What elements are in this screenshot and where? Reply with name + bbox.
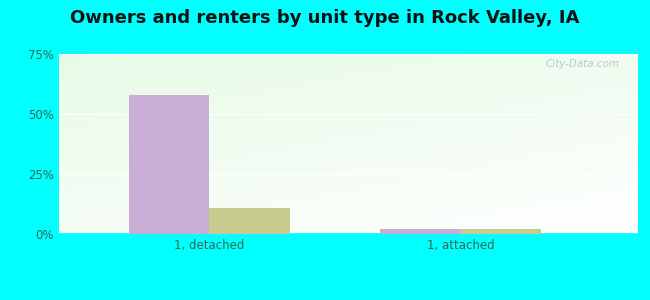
Bar — [380, 229, 461, 234]
Bar — [209, 208, 290, 234]
Bar — [129, 95, 209, 234]
Text: Owners and renters by unit type in Rock Valley, IA: Owners and renters by unit type in Rock … — [70, 9, 580, 27]
Text: City-Data.com: City-Data.com — [545, 59, 619, 69]
Bar — [461, 229, 541, 234]
